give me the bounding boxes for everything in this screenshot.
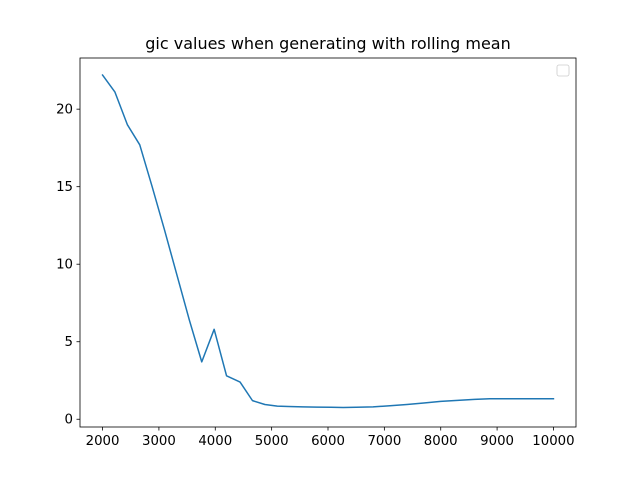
x-tick-label: 8000 bbox=[424, 434, 458, 449]
y-tick-label: 20 bbox=[56, 103, 73, 118]
x-tick-label: 10000 bbox=[532, 434, 574, 449]
series-line-0 bbox=[101, 74, 555, 409]
axes: 2000 3000 4000 5000 6000 7000 8000 9000 10000 0 5 1… bbox=[56, 57, 577, 449]
plot-area bbox=[101, 74, 555, 409]
x-tick-label: 9000 bbox=[480, 434, 514, 449]
y-tick-label: 0 bbox=[65, 413, 73, 428]
x-tick-label: 2000 bbox=[86, 434, 120, 449]
x-tick-label: 6000 bbox=[311, 434, 345, 449]
x-tick-label: 7000 bbox=[367, 434, 401, 449]
legend bbox=[556, 64, 570, 77]
x-tick-label: 4000 bbox=[198, 434, 232, 449]
chart-title: gic values when generating with rolling … bbox=[145, 34, 511, 53]
y-tick-label: 10 bbox=[56, 258, 73, 273]
legend-box bbox=[556, 64, 570, 77]
x-tick-label: 5000 bbox=[255, 434, 289, 449]
y-tick-label: 5 bbox=[65, 335, 73, 350]
y-tick-label: 15 bbox=[56, 180, 73, 195]
x-tick-label: 3000 bbox=[142, 434, 176, 449]
